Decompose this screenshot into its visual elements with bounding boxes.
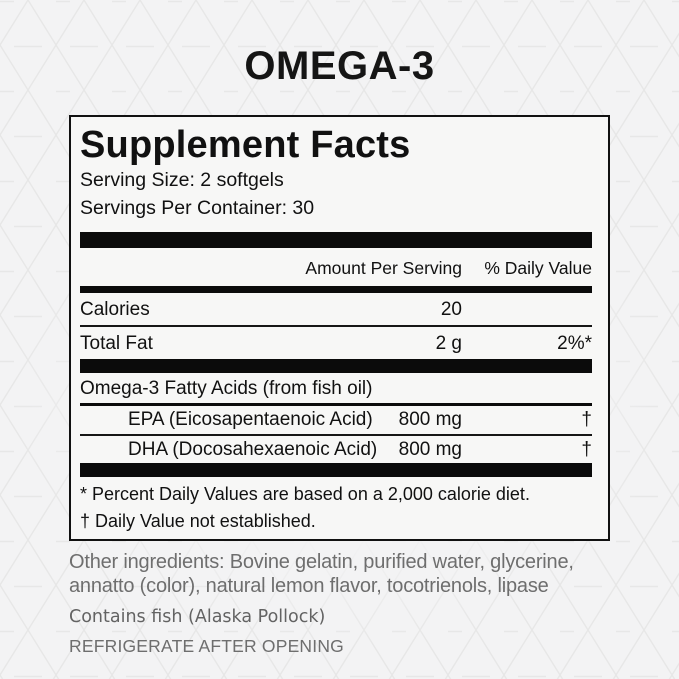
serving-size: Serving Size: 2 softgels — [80, 169, 284, 191]
nutrient-group-heading: Omega-3 Fatty Acids (from fish oil) — [80, 378, 373, 400]
column-header-amount: Amount Per Serving — [305, 257, 462, 278]
divider-hairline — [80, 325, 592, 328]
nutrient-amount: 800 mg — [398, 409, 462, 431]
footnote-daily-value-not-established: † Daily Value not established. — [80, 511, 316, 532]
nutrient-amount: 2 g — [435, 333, 462, 355]
nutrient-name: Total Fat — [80, 333, 153, 355]
storage-instruction: REFRIGERATE AFTER OPENING — [69, 636, 344, 657]
divider-thick — [80, 463, 592, 478]
table-row: EPA (Eicosapentaenoic Acid) 800 mg † — [80, 406, 592, 434]
nutrient-daily-value: † — [581, 438, 592, 460]
supplement-facts-panel: Supplement Facts Serving Size: 2 softgel… — [69, 115, 610, 542]
product-title: OMEGA-3 — [244, 44, 435, 88]
table-row: Total Fat 2 g 2%* — [80, 327, 592, 359]
table-row: Calories 20 — [80, 293, 592, 325]
below-panel-text: Other ingredients: Bovine gelatin, purif… — [69, 550, 621, 657]
nutrient-amount: 20 — [440, 299, 462, 321]
divider-medium — [80, 286, 592, 294]
column-header-daily-value: % Daily Value — [484, 257, 592, 278]
divider-small — [80, 403, 592, 407]
nutrient-daily-value: † — [581, 409, 592, 431]
nutrient-name: EPA (Eicosapentaenoic Acid) — [128, 409, 373, 431]
nutrient-name: DHA (Docosahexaenoic Acid) — [128, 438, 378, 460]
divider-thick — [80, 231, 592, 248]
divider-thick — [80, 359, 592, 374]
other-ingredients: Other ingredients: Bovine gelatin, purif… — [69, 551, 574, 598]
divider-hairline — [80, 433, 592, 436]
allergen-statement: Contains fish (Alaska Pollock) — [69, 607, 326, 628]
nutrient-name: Calories — [80, 299, 150, 321]
servings-per-container: Servings Per Container: 30 — [80, 197, 315, 220]
table-row: DHA (Docosahexaenoic Acid) 800 mg † — [80, 436, 592, 464]
column-header-row: Amount Per Serving % Daily Value — [80, 248, 592, 287]
footnote-daily-values: * Percent Daily Values are based on a 2,… — [80, 484, 530, 505]
nutrient-daily-value: 2%* — [557, 333, 592, 355]
label-content: OMEGA-3 Supplement Facts Serving Size: 2… — [69, 44, 621, 657]
supplement-facts-title: Supplement Facts — [80, 124, 411, 166]
nutrient-amount: 800 mg — [398, 438, 462, 460]
